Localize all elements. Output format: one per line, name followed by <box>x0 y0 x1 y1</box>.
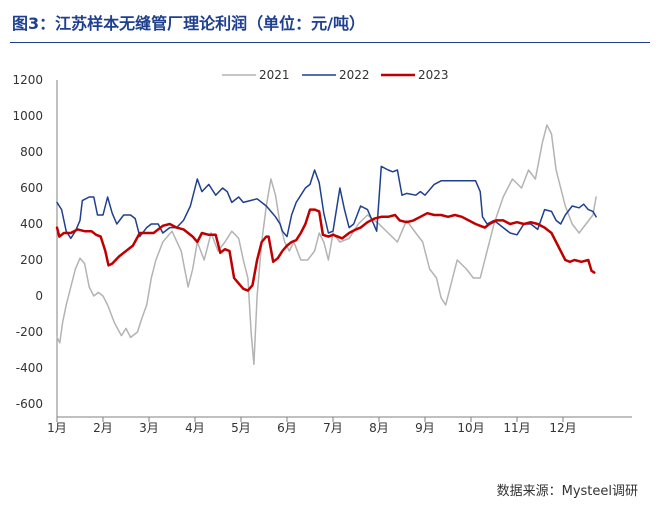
x-tick-label: 7月 <box>323 421 343 435</box>
y-tick-label: 1200 <box>12 73 43 87</box>
x-tick-label: 11月 <box>503 421 530 435</box>
y-tick-label: -600 <box>16 397 43 411</box>
legend-label-2021: 2021 <box>259 68 290 82</box>
x-tick-label: 3月 <box>139 421 159 435</box>
series-line-2021 <box>56 124 597 366</box>
legend-label-2023: 2023 <box>418 68 449 82</box>
x-tick-label: 10月 <box>457 421 484 435</box>
x-tick-label: 1月 <box>47 421 67 435</box>
x-tick-label: 4月 <box>185 421 205 435</box>
y-tick-label: 0 <box>35 289 43 303</box>
legend: 2021 2022 2023 <box>222 68 449 82</box>
data-source-note: 数据来源：Mysteel调研 <box>496 484 638 499</box>
y-axis-ticks: 1200 1000 800 600 400 200 0 -200 -400 -600 <box>12 73 43 411</box>
x-tick-label: 8月 <box>369 421 389 435</box>
x-axis: 1月 2月 3月 4月 5月 6月 7月 8月 9月 10月 11月 12月 <box>47 80 632 435</box>
title-divider <box>10 42 650 43</box>
y-tick-label: -200 <box>16 325 43 339</box>
x-tick-label: 12月 <box>549 421 576 435</box>
y-tick-label: 200 <box>20 253 43 267</box>
y-tick-label: 400 <box>20 217 43 231</box>
x-tick-label: 6月 <box>277 421 297 435</box>
legend-label-2022: 2022 <box>339 68 370 82</box>
series-line-2023 <box>55 208 596 292</box>
x-tick-label: 2月 <box>93 421 113 435</box>
chart-title: 图3：江苏样本无缝管厂理论利润（单位：元/吨） <box>12 14 365 33</box>
series-line-2022 <box>56 165 597 240</box>
series-lines <box>55 124 597 366</box>
x-tick-label: 9月 <box>415 421 435 435</box>
y-tick-label: 1000 <box>12 109 43 123</box>
x-tick-label: 5月 <box>231 421 251 435</box>
y-tick-label: 600 <box>20 181 43 195</box>
y-tick-label: -400 <box>16 361 43 375</box>
y-tick-label: 800 <box>20 145 43 159</box>
